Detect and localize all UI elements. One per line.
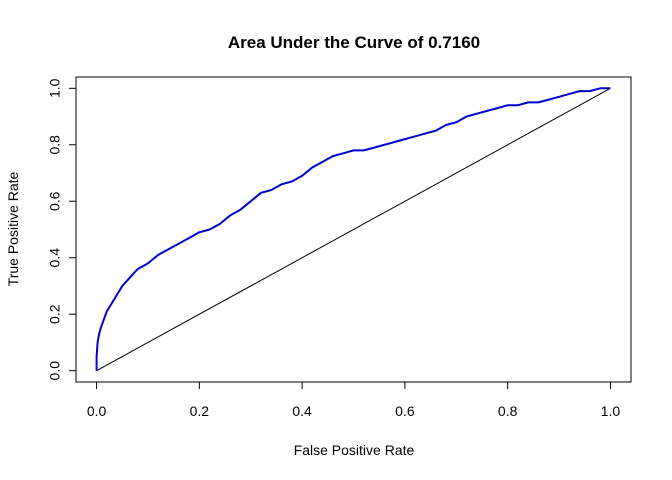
- reference-diagonal-line: [96, 87, 611, 372]
- y-axis-label: True Positive Rate: [5, 171, 21, 286]
- y-tick-label: 0.4: [47, 248, 63, 268]
- y-tick-label: 0.2: [47, 304, 63, 324]
- y-tick-label: 0.8: [47, 135, 63, 155]
- x-tick-label: 0.0: [87, 403, 107, 419]
- roc-curve-line: [95, 87, 611, 371]
- x-tick-label: 0.2: [190, 403, 210, 419]
- y-tick-label: 1.0: [47, 78, 63, 98]
- y-tick-label: 0.0: [47, 361, 63, 381]
- chart-title: Area Under the Curve of 0.7160: [228, 33, 480, 52]
- x-tick-label: 0.6: [395, 403, 415, 419]
- x-axis: 0.0 0.2 0.4 0.6 0.8 1.0: [87, 381, 621, 419]
- x-axis-label: False Positive Rate: [294, 442, 415, 458]
- y-tick-label: 0.6: [47, 191, 63, 211]
- x-tick-label: 0.8: [498, 403, 518, 419]
- x-tick-label: 1.0: [601, 403, 621, 419]
- x-tick-label: 0.4: [292, 403, 312, 419]
- y-axis: 0.0 0.2 0.4 0.6 0.8 1.0: [47, 78, 77, 381]
